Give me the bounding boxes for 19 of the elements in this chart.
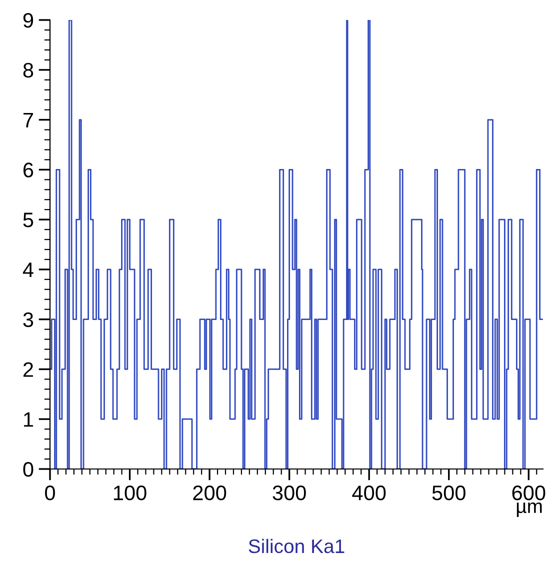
x-tick-label: 300 <box>272 486 306 500</box>
x-tick-label: 500 <box>432 486 466 500</box>
y-tick-label: 2 <box>23 362 33 377</box>
y-tick-label: 8 <box>23 62 34 78</box>
y-tick-label: 6 <box>24 162 34 178</box>
x-tick-label: 200 <box>193 486 226 500</box>
x-tick-label: 0 <box>45 486 55 500</box>
y-tick-label: 3 <box>23 312 34 328</box>
x-tick-label: 100 <box>114 486 146 500</box>
text: Silicon Ka1 <box>248 538 344 554</box>
x-tick-label: 600 <box>512 486 546 500</box>
y-tick-label: 1 <box>24 412 34 427</box>
x-tick-label: 400 <box>352 486 386 500</box>
x-axis-title: µm <box>516 502 542 517</box>
y-tick-label: 5 <box>23 212 34 228</box>
y-tick-label: 9 <box>23 13 34 28</box>
y-tick-label: 4 <box>22 262 34 277</box>
y-tick-label: 0 <box>23 462 34 477</box>
y-tick-label: 7 <box>24 112 33 128</box>
